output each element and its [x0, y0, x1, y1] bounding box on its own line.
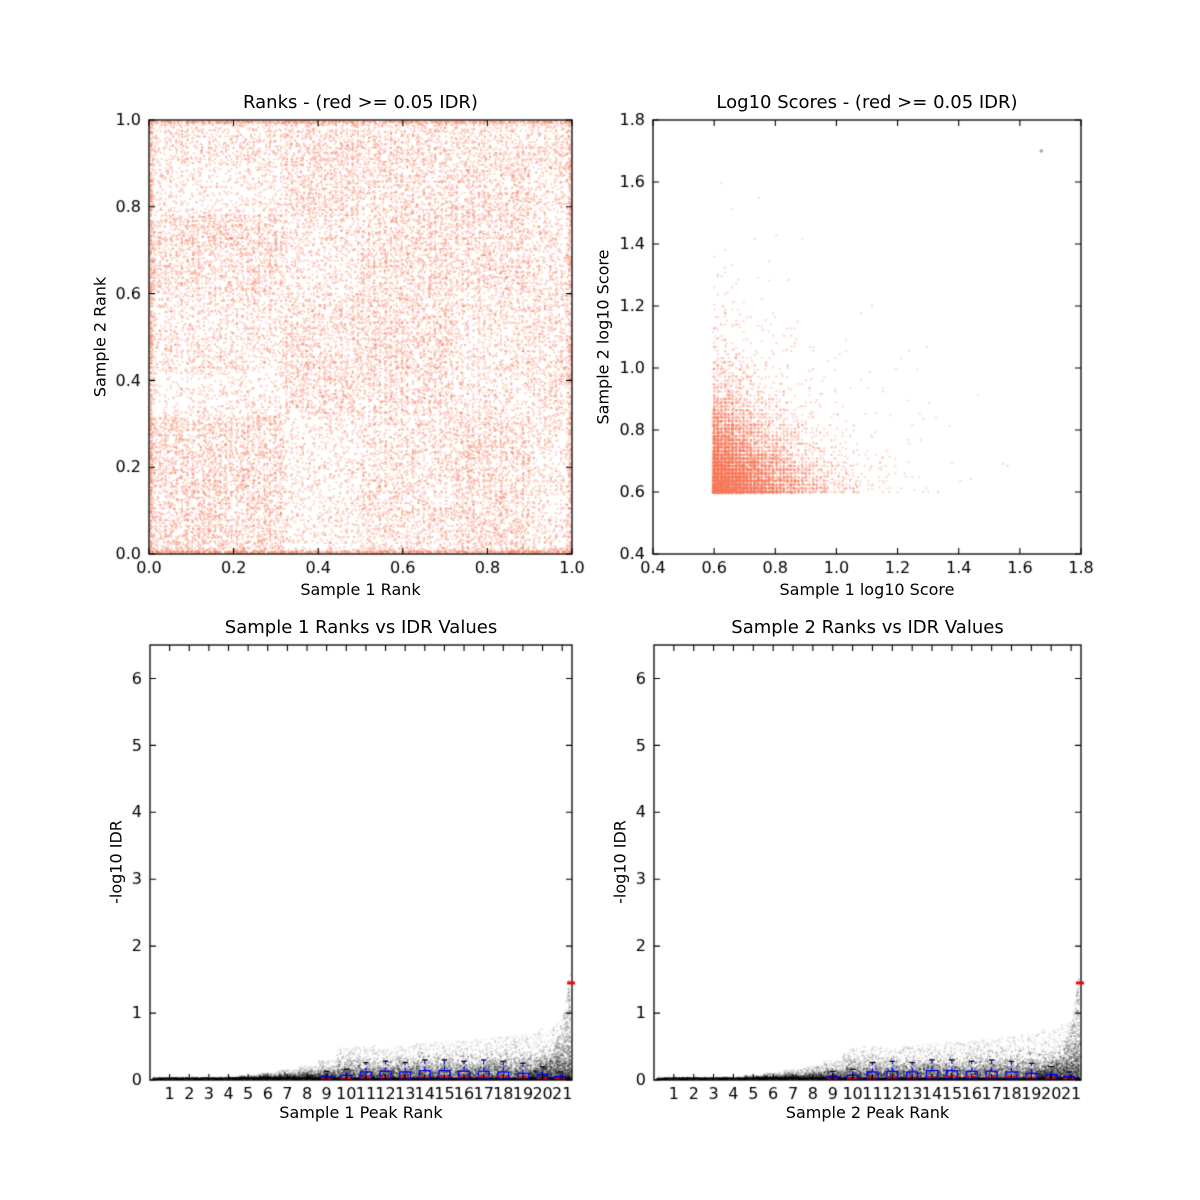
plot-idr2-xlabel: Sample 2 Peak Rank [785, 1103, 950, 1122]
plot-ranks-ylabel: Sample 2 Rank [90, 276, 110, 398]
plot-scores-xlabel: Sample 1 log10 Score [779, 580, 955, 599]
plot-ranks-xlabel: Sample 1 Rank [300, 580, 421, 599]
plot-idr2-title: Sample 2 Ranks vs IDR Values [731, 617, 1004, 638]
plot-idr1-xlabel: Sample 1 Peak Rank [279, 1103, 443, 1122]
plot-idr2-ylabel: -log10 IDR [610, 820, 630, 904]
plot-idr1-ylabel: -log10 IDR [106, 820, 126, 904]
plot-idr1-title: Sample 1 Ranks vs IDR Values [224, 617, 498, 638]
plot-scores-title: Log10 Scores - (red >= 0.05 IDR) [716, 92, 1018, 113]
plot-ranks-title: Ranks - (red >= 0.05 IDR) [243, 92, 478, 113]
plot-scores-ylabel: Sample 2 log10 Score [593, 249, 613, 425]
